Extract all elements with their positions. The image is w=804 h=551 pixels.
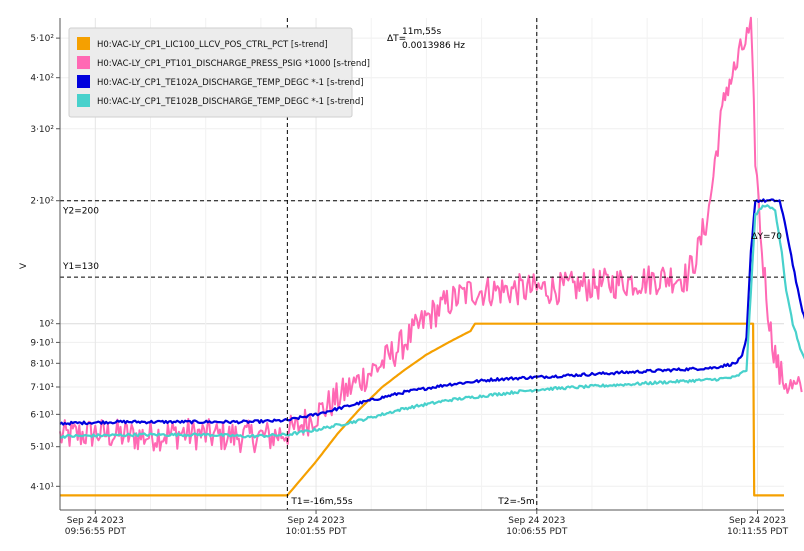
delta-t-prefix: ΔT= [387, 34, 406, 44]
y-axis-label: V [19, 262, 29, 269]
delta-t-frequency: 0.0013986 Hz [402, 41, 465, 51]
y-tick-label: 8·10¹ [30, 359, 54, 369]
x-tick-time: 10:06:55 PDT [506, 527, 568, 537]
x-tick-date: Sep 24 2023 [288, 516, 345, 526]
legend-entry: H0:VAC-LY_CP1_PT101_DISCHARGE_PRESS_PSIG… [97, 59, 370, 69]
legend: H0:VAC-LY_CP1_LIC100_LLCV_POS_CTRL_PCT [… [68, 27, 370, 118]
legend-box [68, 27, 353, 118]
x-tick-time: 10:11:55 PDT [727, 527, 789, 537]
legend-entry: H0:VAC-LY_CP1_LIC100_LLCV_POS_CTRL_PCT [… [97, 40, 328, 50]
x-tick-date: Sep 24 2023 [729, 516, 786, 526]
legend-entry: H0:VAC-LY_CP1_TE102A_DISCHARGE_TEMP_DEGC… [97, 78, 364, 88]
y-tick-label: 7·10¹ [30, 383, 54, 393]
y-tick-label: 4·10¹ [30, 482, 54, 492]
series-line [59, 198, 804, 426]
y-tick-label: 10² [39, 320, 54, 330]
y-tick-label: 5·10¹ [30, 443, 54, 453]
x-tick-time: 10:01:55 PDT [285, 527, 347, 537]
y-tick-label: 9·10¹ [30, 338, 54, 348]
legend-entry: H0:VAC-LY_CP1_TE102B_DISCHARGE_TEMP_DEGC… [97, 97, 364, 107]
cursor-y2-label: Y2=200 [62, 207, 99, 217]
y-tick-label: 5·10² [30, 34, 54, 44]
x-tick-date: Sep 24 2023 [67, 516, 124, 526]
legend-swatch [77, 94, 90, 107]
legend-swatch [77, 75, 90, 88]
cursor-t1-label: T1=-16m,55s [290, 497, 353, 507]
y-axis-ticks: 4·10¹ 5·10¹ 6·10¹ 7·10¹ 8·10¹ 9·10¹ 10² 2·10² 3·… [30, 34, 60, 492]
series-line [60, 322, 784, 497]
y-tick-label: 2·10² [30, 197, 54, 207]
cursor-t2-label: T2=-5m [497, 497, 535, 507]
y-tick-label: 6·10¹ [30, 410, 54, 420]
x-tick-date: Sep 24 2023 [508, 516, 565, 526]
cursors[interactable]: T1=-16m,55s T2=-5m Y1=130 Y2=200 ΔY=70 ΔT=11m… [60, 18, 784, 510]
x-tick-time: 09:56:55 PDT [65, 527, 127, 537]
y-tick-label: 3·10² [30, 125, 54, 135]
cursor-y1-label: Y1=130 [62, 262, 99, 272]
delta-t-value: 11m,55s [402, 27, 442, 37]
y-tick-label: 4·10² [30, 74, 54, 84]
series-line [59, 204, 804, 439]
legend-swatch [77, 56, 90, 69]
series-lines [59, 16, 804, 497]
delta-y-label: ΔY=70 [751, 232, 782, 242]
legend-swatch [77, 37, 90, 50]
